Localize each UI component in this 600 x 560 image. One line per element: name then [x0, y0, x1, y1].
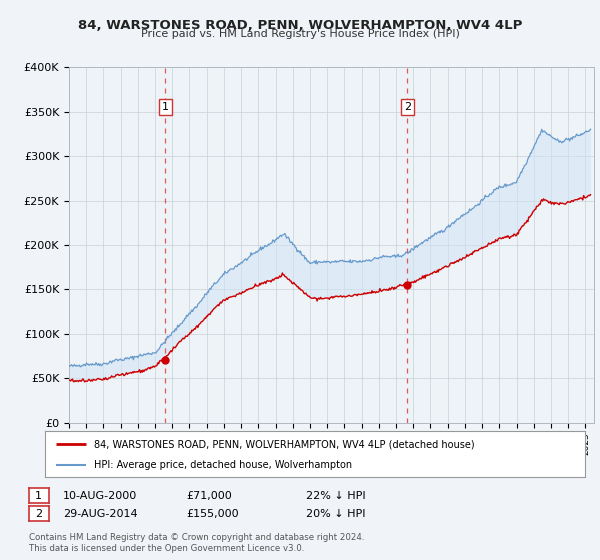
Text: 2: 2: [35, 508, 42, 519]
Text: Contains HM Land Registry data © Crown copyright and database right 2024.
This d: Contains HM Land Registry data © Crown c…: [29, 533, 364, 553]
Text: 29-AUG-2014: 29-AUG-2014: [63, 508, 137, 519]
Text: HPI: Average price, detached house, Wolverhampton: HPI: Average price, detached house, Wolv…: [94, 460, 352, 470]
Text: 22% ↓ HPI: 22% ↓ HPI: [306, 491, 365, 501]
Text: 84, WARSTONES ROAD, PENN, WOLVERHAMPTON, WV4 4LP (detached house): 84, WARSTONES ROAD, PENN, WOLVERHAMPTON,…: [94, 439, 474, 449]
Text: 2: 2: [404, 102, 411, 112]
Text: 1: 1: [162, 102, 169, 112]
Text: 1: 1: [35, 491, 42, 501]
Text: 20% ↓ HPI: 20% ↓ HPI: [306, 508, 365, 519]
Text: Price paid vs. HM Land Registry's House Price Index (HPI): Price paid vs. HM Land Registry's House …: [140, 29, 460, 39]
Text: 10-AUG-2000: 10-AUG-2000: [63, 491, 137, 501]
Text: 84, WARSTONES ROAD, PENN, WOLVERHAMPTON, WV4 4LP: 84, WARSTONES ROAD, PENN, WOLVERHAMPTON,…: [78, 19, 522, 32]
Text: £71,000: £71,000: [186, 491, 232, 501]
Text: £155,000: £155,000: [186, 508, 239, 519]
